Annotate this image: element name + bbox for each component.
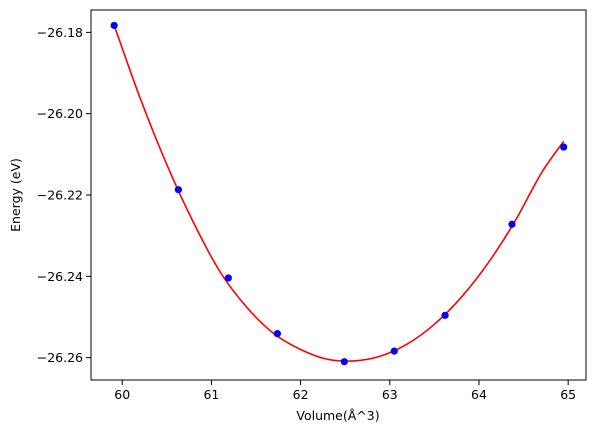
data-point (340, 358, 348, 366)
x-tick-label: 65 (560, 387, 576, 402)
data-point (508, 220, 516, 228)
x-tick-label: 61 (203, 387, 219, 402)
y-tick-label: −26.24 (37, 269, 83, 284)
y-tick-label: −26.20 (37, 106, 83, 121)
data-point (273, 330, 282, 338)
y-tick-label: −26.26 (37, 350, 83, 365)
plot-frame (90, 9, 587, 381)
data-points (110, 21, 568, 366)
x-tick-label: 60 (114, 387, 130, 402)
y-axis: −26.18 −26.20 −26.22 −26.24 −26.26 (37, 25, 91, 365)
y-tick-label: −26.22 (37, 188, 83, 203)
y-tick-label: −26.18 (37, 25, 83, 40)
x-tick-label: 62 (293, 387, 309, 402)
x-axis-label: Volume(Å^3) (296, 408, 379, 423)
data-point (390, 347, 398, 355)
x-axis: 60 61 62 63 64 65 (114, 380, 576, 402)
x-tick-label: 64 (471, 387, 487, 402)
data-point (441, 311, 449, 319)
data-point (560, 143, 568, 151)
data-point (174, 186, 183, 194)
data-point (224, 274, 232, 282)
y-axis-label: Energy (eV) (8, 158, 23, 232)
x-tick-label: 63 (382, 387, 398, 402)
data-point (110, 21, 118, 30)
fit-curve (113, 25, 565, 362)
